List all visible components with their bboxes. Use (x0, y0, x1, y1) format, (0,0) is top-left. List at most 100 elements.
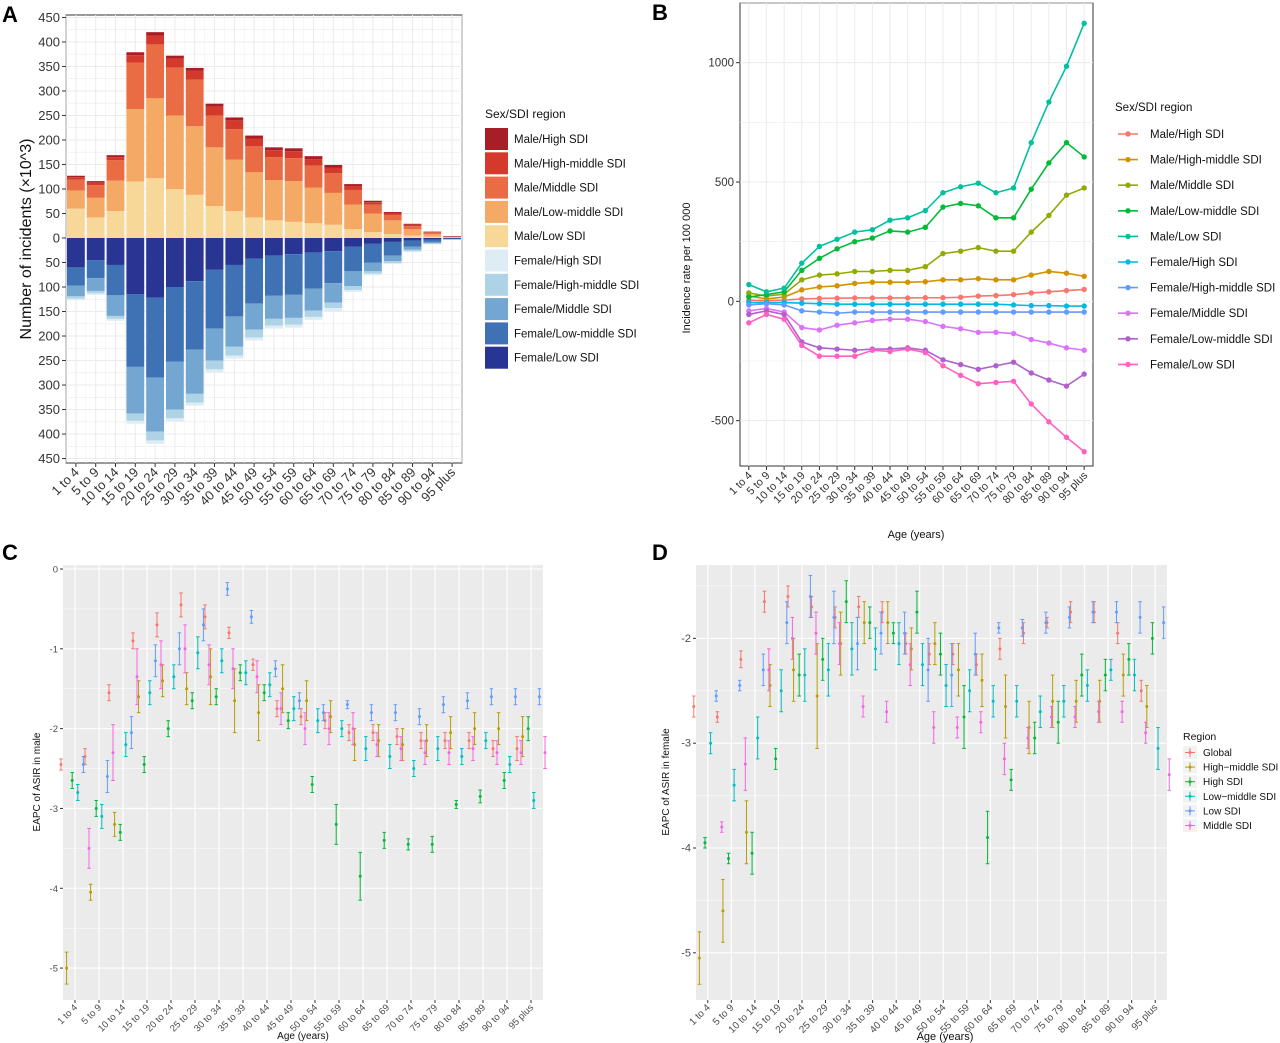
bar-segment (383, 262, 402, 264)
data-point (904, 346, 911, 352)
data-point (521, 735, 525, 739)
legend-marker (1125, 156, 1131, 163)
data-point (1010, 330, 1017, 337)
y-axis-title: Incidence rate per 100 000 (681, 203, 693, 334)
bar-segment (225, 117, 244, 121)
data-point (1062, 699, 1066, 703)
data-point (137, 695, 141, 699)
data-point (1010, 248, 1017, 254)
data-point (940, 295, 946, 301)
bar-segment (245, 258, 264, 304)
data-point (816, 272, 823, 278)
legend-label: Female/High-middle SDI (1150, 283, 1275, 295)
bar-segment (383, 238, 402, 242)
data-point (891, 631, 895, 635)
legend-label: Low−middle SDI (1203, 792, 1276, 803)
data-point (1046, 289, 1052, 295)
bar-segment (146, 178, 165, 238)
bar-segment (245, 329, 264, 338)
bar-segment (146, 44, 165, 99)
legend-marker (1125, 361, 1131, 368)
data-point (1038, 710, 1042, 714)
data-point (489, 695, 493, 699)
bar-segment (344, 271, 363, 287)
data-point (886, 621, 890, 625)
data-point (327, 727, 331, 731)
data-point (1046, 340, 1052, 346)
bar-segment (245, 172, 264, 218)
data-point (816, 327, 823, 333)
data-point (732, 783, 736, 787)
y-axis-title: Number of incidents (×10^3) (18, 139, 35, 340)
data-point (721, 909, 725, 913)
data-point (1115, 610, 1119, 614)
data-point (834, 283, 840, 289)
data-point (746, 281, 752, 288)
bar-segment (86, 185, 105, 198)
bar-segment (324, 173, 343, 193)
y-tick-label: 400 (38, 34, 60, 49)
bar-segment (363, 202, 382, 205)
data-point (1081, 273, 1087, 279)
bar-segment (106, 211, 125, 238)
data-point (238, 671, 242, 675)
data-point (993, 309, 999, 315)
series-line (748, 301, 1085, 307)
legend-swatch (485, 249, 508, 272)
bar-segment (403, 240, 422, 247)
legend-swatch (485, 176, 508, 199)
bar-segment (344, 189, 363, 205)
data-point (744, 830, 748, 834)
data-point (922, 318, 929, 325)
bar-segment (344, 246, 363, 272)
data-point (1056, 720, 1060, 724)
legend-marker (1188, 794, 1192, 798)
data-point (508, 763, 512, 767)
bar-segment (344, 238, 363, 247)
bar-segment (403, 246, 422, 250)
data-point (1010, 277, 1017, 283)
data-point (1046, 302, 1052, 309)
data-point (940, 190, 946, 196)
data-point (81, 763, 85, 767)
data-point (153, 659, 157, 663)
data-point (743, 762, 747, 766)
bar-segment (264, 157, 283, 181)
bar-segment (146, 297, 165, 378)
data-point (975, 293, 981, 299)
bar-segment (423, 238, 442, 240)
data-point (887, 348, 893, 355)
data-point (781, 316, 787, 322)
data-point (962, 715, 966, 719)
data-point (1028, 302, 1034, 309)
data-point (497, 727, 501, 731)
data-point (406, 842, 410, 846)
bar-segment (185, 349, 204, 394)
data-point (720, 825, 724, 829)
data-point (423, 751, 427, 755)
bar-segment (403, 226, 422, 230)
data-point (940, 250, 946, 257)
data-point (756, 736, 760, 740)
data-point (94, 806, 98, 810)
data-point (207, 663, 211, 667)
bar-segment (106, 315, 125, 319)
data-point (869, 309, 876, 315)
panel-letter-d: D (652, 540, 668, 565)
data-point (887, 267, 893, 273)
bar-segment (66, 296, 85, 299)
data-point (257, 711, 261, 715)
bar-segment (403, 223, 422, 225)
data-point (1020, 626, 1024, 630)
data-point (155, 623, 159, 627)
data-point (519, 751, 523, 755)
legend-marker (1125, 208, 1131, 214)
data-point (922, 301, 929, 307)
data-point (790, 636, 794, 640)
data-point (203, 615, 207, 619)
bar-segment (126, 109, 145, 182)
bar-segment (443, 236, 462, 238)
data-point (868, 621, 872, 625)
data-point (275, 707, 279, 711)
data-point (1033, 736, 1037, 740)
